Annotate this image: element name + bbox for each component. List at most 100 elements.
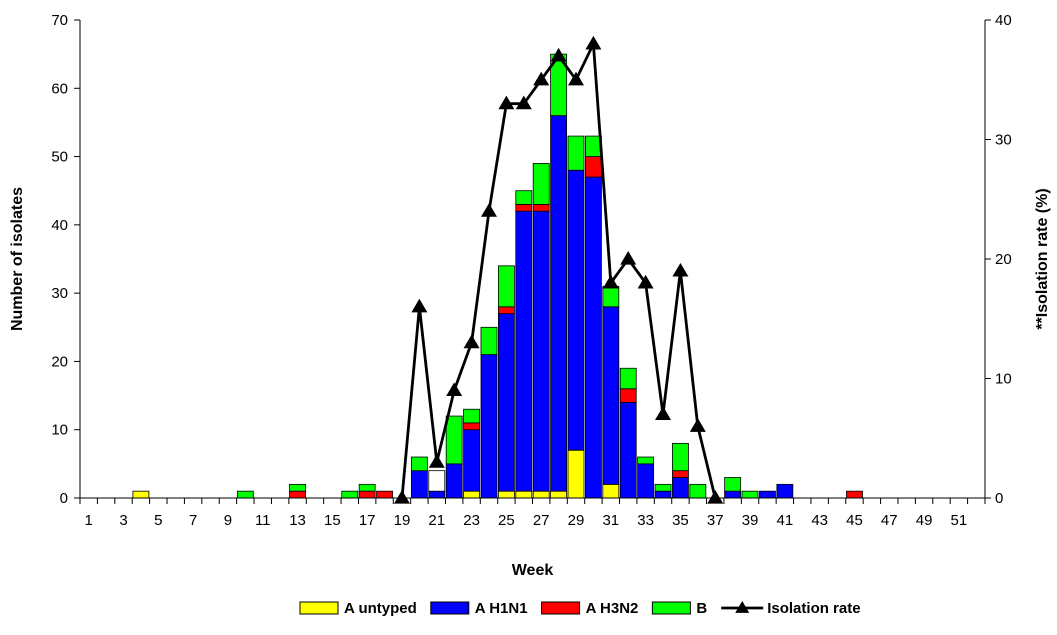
left-y-tick-label: 30 (51, 285, 68, 302)
isolation-rate-point-week-29 (568, 71, 585, 86)
x-tick-label: 47 (881, 512, 898, 529)
bar-segment-b-week-29 (567, 135, 585, 171)
bar-segment-a-h1n1-week-31 (602, 306, 620, 485)
bar-segment-a-h1n1-week-30 (585, 176, 602, 499)
bar-segment-a-untyped-week-28 (550, 490, 568, 499)
bar-segment-a-h3n2-week-32 (619, 388, 637, 403)
bar-segment-a-h1n1-week-33 (637, 463, 655, 499)
left-y-tick-label: 60 (51, 80, 68, 97)
bar-segment-a-h3n2-week-23 (463, 422, 480, 431)
bars-layer (132, 53, 863, 499)
x-tick-label: 7 (189, 512, 197, 529)
x-tick-label: 5 (154, 512, 162, 529)
left-y-tick-label: 10 (51, 422, 68, 439)
bar-segment-a-h3n2-week-17 (358, 490, 376, 499)
x-tick-label: 3 (119, 512, 127, 529)
bar-segment-a-h1n1-week-23 (463, 429, 480, 492)
bar-segment-a-h1n1-week-21 (428, 490, 446, 499)
legend-label-a-h3n2: A H3N2 (586, 600, 639, 617)
x-tick-label: 41 (777, 512, 794, 529)
bar-segment-b-week-24 (480, 326, 498, 355)
bar-segment-a-h1n1-week-22 (445, 463, 463, 499)
legend-label-a-h1n1: A H1N1 (475, 600, 528, 617)
x-tick-label: 13 (289, 512, 306, 529)
bar-segment-a-h1n1-week-38 (724, 490, 742, 499)
isolation-rate-point-week-32 (620, 251, 637, 265)
x-tick-label: 11 (255, 512, 271, 529)
bar-segment-b-week-32 (619, 367, 637, 390)
right-y-tick-label: 30 (995, 132, 1012, 149)
bar-segment-b-week-34 (654, 483, 672, 492)
left-y-tick-label: 50 (51, 149, 68, 166)
x-tick-label: 15 (324, 512, 341, 529)
x-tick-label: 33 (637, 512, 654, 529)
x-tick-label: 27 (533, 512, 550, 529)
x-tick-label: 23 (463, 512, 480, 529)
legend-label-b: B (696, 600, 707, 617)
bar-segment-a-untyped-week-29 (567, 449, 585, 499)
legend-swatch-b (651, 601, 691, 615)
x-tick-label: 35 (672, 512, 689, 529)
isolation-rate-point-week-31 (602, 274, 619, 289)
bar-segment-a-untyped-week-25 (497, 490, 515, 499)
x-tick-label: 25 (498, 512, 515, 529)
isolation-rate-point-week-27 (533, 71, 550, 86)
isolation-rate-point-week-28 (550, 47, 567, 62)
bar-segment-a-h1n1-week-24 (480, 354, 498, 499)
x-tick-label: 19 (394, 512, 411, 529)
bar-segment-a-untyped-week-31 (602, 483, 620, 499)
legend-swatch-a-h3n2 (541, 601, 581, 615)
x-tick-label: 49 (916, 512, 933, 529)
x-tick-label: 39 (742, 512, 759, 529)
bar-segment-b-week-16 (341, 490, 359, 499)
bar-segment-a-h1n1-week-34 (654, 490, 672, 499)
bar-segment-b-week-27 (532, 162, 550, 205)
x-tick-label: 21 (428, 512, 445, 529)
left-y-tick-label: 40 (51, 217, 68, 234)
bar-segment-blank-week-21 (428, 470, 446, 492)
bar-segment-a-untyped-week-27 (532, 490, 550, 499)
bar-segment-b-week-20 (410, 456, 428, 472)
isolation-rate-point-week-25 (498, 95, 515, 110)
isolation-rate-point-week-35 (672, 262, 689, 277)
isolation-rate-point-week-37 (707, 490, 724, 504)
bar-segment-b-week-17 (358, 483, 376, 492)
bar-segment-b-week-36 (689, 483, 707, 499)
bar-segment-a-h1n1-week-27 (532, 210, 550, 492)
bar-segment-a-untyped-week-26 (515, 490, 533, 499)
x-tick-label: 29 (568, 512, 585, 529)
isolation-rate-point-week-24 (480, 203, 497, 217)
right-y-tick-label: 10 (995, 371, 1012, 388)
bar-segment-a-untyped-week-4 (132, 490, 150, 499)
isolation-rate-point-week-36 (689, 418, 706, 432)
bar-segment-a-h1n1-week-26 (515, 210, 533, 492)
bar-segment-a-h1n1-week-25 (497, 313, 515, 492)
x-tick-label: 31 (602, 512, 619, 529)
bar-segment-a-h1n1-week-40 (759, 490, 776, 499)
x-tick-label: 51 (951, 512, 968, 529)
right-y-tick-label: 0 (995, 490, 1003, 507)
bar-segment-b-week-13 (289, 483, 306, 492)
bar-segment-a-h1n1-week-35 (672, 477, 689, 499)
bar-segment-a-h3n2-week-13 (289, 490, 306, 499)
isolation-rate-point-week-30 (585, 35, 602, 50)
bar-segment-b-week-26 (515, 190, 533, 205)
bar-segment-a-h1n1-week-29 (567, 169, 585, 451)
x-tick-label: 1 (85, 512, 93, 529)
left-y-tick-label: 20 (51, 353, 68, 370)
bar-segment-a-h3n2-week-25 (497, 306, 515, 315)
x-tick-label: 43 (811, 512, 828, 529)
x-tick-label: 37 (707, 512, 724, 529)
legend-label-isolation-rate: Isolation rate (767, 600, 860, 617)
isolation-rate-point-week-21 (428, 454, 445, 468)
x-tick-label: 17 (359, 512, 376, 529)
isolation-rate-point-week-20 (411, 298, 428, 313)
bar-segment-a-h3n2-week-30 (585, 156, 602, 178)
legend-label-a-untyped: A untyped (344, 600, 417, 617)
x-tick-label: 9 (224, 512, 232, 529)
bar-segment-b-week-23 (463, 408, 480, 424)
isolation-rate-point-week-22 (446, 382, 463, 397)
bar-segment-b-week-39 (741, 490, 759, 499)
